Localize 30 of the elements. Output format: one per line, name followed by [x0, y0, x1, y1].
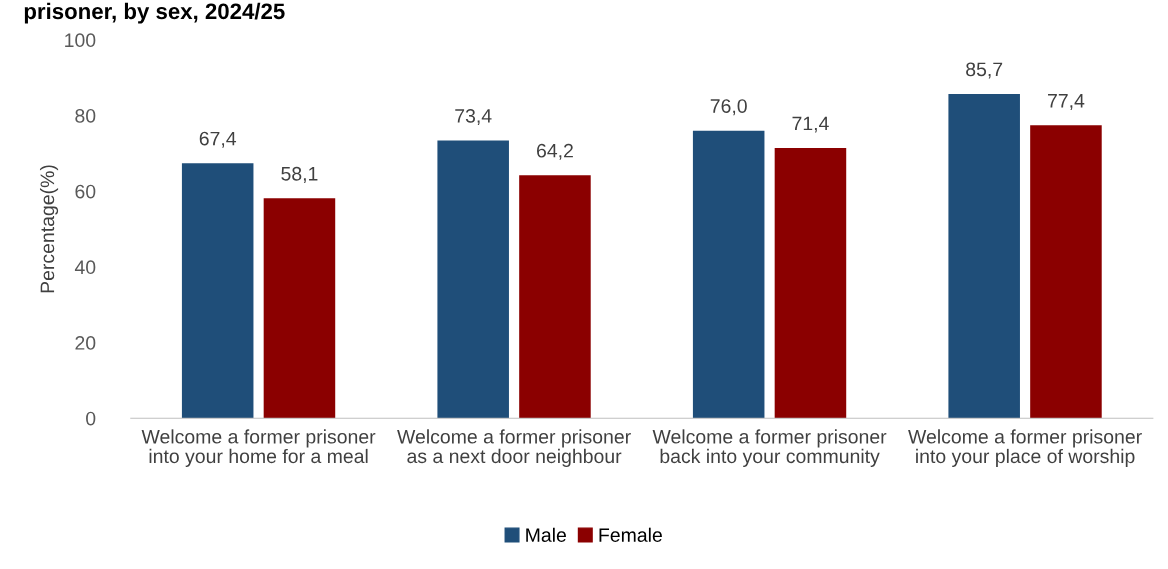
y-tick-label: 20	[75, 336, 96, 350]
bar	[519, 175, 591, 419]
bar	[181, 163, 254, 419]
y-tick-label: 0	[86, 411, 96, 426]
y-axis-title: Percentage(%)	[39, 165, 59, 293]
x-tick-label: Welcome a former prisoner into your home for a meal	[141, 429, 376, 467]
chart-title: prisoner, by sex, 2024/25	[24, 2, 285, 24]
data-label: 64,2	[537, 143, 573, 160]
bar	[774, 148, 847, 419]
x-tick-label: Welcome a former prisoner back into your community	[652, 429, 887, 467]
bar	[948, 93, 1020, 419]
legend-label: Male	[526, 527, 566, 542]
x-tick-label: Welcome a former prisoner as a next door neighbour	[397, 429, 631, 467]
data-label: 71,4	[792, 116, 829, 133]
y-tick-label: 80	[75, 108, 96, 123]
y-tick-label: 100	[65, 33, 96, 48]
data-label: 85,7	[966, 62, 1003, 79]
data-label: 76,0	[710, 99, 747, 116]
y-tick-label: 40	[74, 260, 96, 275]
data-label: 73,4	[455, 108, 492, 126]
data-label: 58,1	[281, 166, 318, 183]
legend-label: Female	[599, 527, 662, 542]
bar	[692, 130, 765, 419]
y-tick-label: 60	[75, 184, 96, 199]
x-tick-label: Welcome a former prisoner into your place of worship	[908, 429, 1142, 467]
data-label: 67,4	[199, 131, 237, 148]
data-label: 77,4	[1048, 94, 1085, 110]
bar	[263, 198, 336, 419]
bar	[1030, 125, 1102, 419]
bar	[437, 140, 509, 419]
